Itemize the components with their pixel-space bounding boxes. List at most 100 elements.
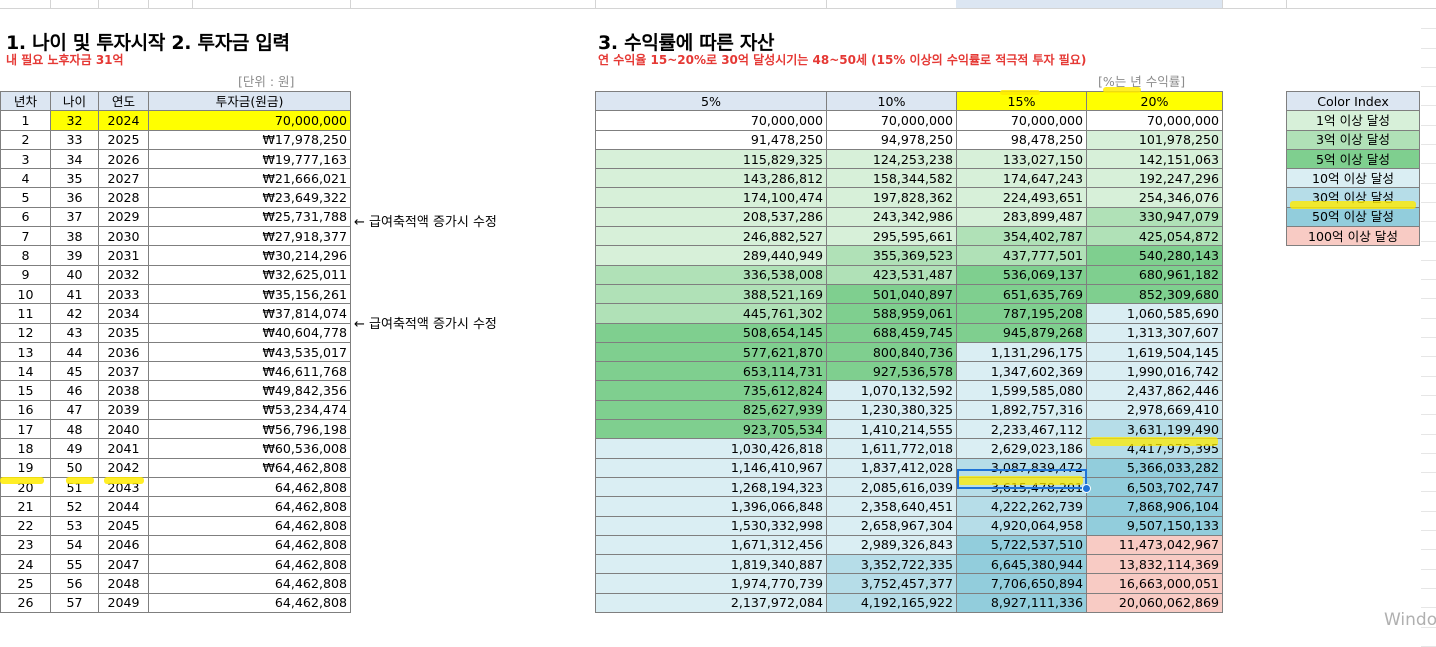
table-cell[interactable]: ₩60,536,008 (148, 438, 351, 459)
table-cell[interactable]: 21 (0, 496, 51, 517)
table-cell[interactable]: 1,396,066,848 (595, 496, 827, 517)
table-cell[interactable]: 336,538,008 (595, 264, 827, 285)
table-cell[interactable]: 53 (50, 515, 99, 536)
table-cell[interactable]: 1,619,504,145 (1086, 341, 1223, 363)
table-cell[interactable]: ₩17,978,250 (148, 129, 351, 150)
table-cell[interactable]: 423,531,487 (826, 264, 957, 285)
table-cell[interactable]: 20,060,062,869 (1086, 592, 1223, 614)
table-cell[interactable]: 2031 (98, 245, 149, 266)
table-cell[interactable]: 651,635,769 (956, 283, 1087, 305)
table-cell[interactable]: ₩30,214,296 (148, 245, 351, 266)
table-cell[interactable]: 14 (0, 361, 51, 382)
table-cell[interactable]: 852,309,680 (1086, 283, 1223, 305)
table-cell[interactable]: 2032 (98, 264, 149, 285)
table-cell[interactable]: 354,402,787 (956, 226, 1087, 247)
table-cell[interactable]: 50 (50, 457, 99, 478)
table-cell[interactable]: 49 (50, 438, 99, 459)
table-cell[interactable]: 64,462,808 (148, 534, 351, 556)
table-cell[interactable]: 2033 (98, 283, 149, 305)
table-cell[interactable]: 825,627,939 (595, 399, 827, 421)
table-cell[interactable]: 3,352,722,335 (826, 554, 957, 575)
table-cell[interactable]: ₩21,666,021 (148, 168, 351, 189)
table-cell[interactable]: 47 (50, 399, 99, 421)
table-cell[interactable]: 1,530,332,998 (595, 515, 827, 536)
table-cell[interactable]: 2039 (98, 399, 149, 421)
table-cell[interactable]: 2036 (98, 341, 149, 363)
table-cell[interactable]: 48 (50, 419, 99, 440)
table-cell[interactable]: 64,462,808 (148, 573, 351, 594)
table-cell[interactable]: ₩19,777,163 (148, 148, 351, 170)
table-cell[interactable]: 1,410,214,555 (826, 419, 957, 440)
legend-item[interactable]: 1억 이상 달성 (1286, 110, 1420, 131)
table-cell[interactable]: 2048 (98, 573, 149, 594)
table-cell[interactable]: 1,990,016,742 (1086, 361, 1223, 382)
table-cell[interactable]: 1,030,426,818 (595, 438, 827, 459)
table-cell[interactable]: 143,286,812 (595, 168, 827, 189)
table-cell[interactable]: ₩32,625,011 (148, 264, 351, 285)
table-cell[interactable]: 1,599,585,080 (956, 380, 1087, 401)
legend-item[interactable]: 50억 이상 달성 (1286, 206, 1420, 228)
table-cell[interactable]: 33 (50, 129, 99, 150)
table-cell[interactable]: 37 (50, 206, 99, 228)
table-cell[interactable]: 1,819,340,887 (595, 554, 827, 575)
table-cell[interactable]: 2040 (98, 419, 149, 440)
legend-item[interactable]: 100억 이상 달성 (1286, 226, 1420, 247)
selected-cell-outline[interactable] (957, 469, 1087, 489)
table-cell[interactable]: 1,131,296,175 (956, 341, 1087, 363)
table-cell[interactable]: 355,369,523 (826, 245, 957, 266)
table-cell[interactable]: 57 (50, 592, 99, 614)
table-cell[interactable]: 3,631,199,490 (1086, 419, 1223, 440)
table-cell[interactable]: 91,478,250 (595, 129, 827, 150)
table-cell[interactable]: 158,344,582 (826, 168, 957, 189)
table-cell[interactable]: 15 (0, 380, 51, 401)
table-cell[interactable]: 124,253,238 (826, 148, 957, 170)
table-cell[interactable]: 501,040,897 (826, 283, 957, 305)
table-cell[interactable]: 2030 (98, 226, 149, 247)
legend-item[interactable]: 10억 이상 달성 (1286, 168, 1420, 189)
table-cell[interactable]: 2044 (98, 496, 149, 517)
table-cell[interactable]: 24 (0, 554, 51, 575)
table-cell[interactable]: 42 (50, 303, 99, 324)
table-cell[interactable]: 2028 (98, 187, 149, 208)
table-cell[interactable]: 101,978,250 (1086, 129, 1223, 150)
table-cell[interactable]: 540,280,143 (1086, 245, 1223, 266)
table-cell[interactable]: ₩43,535,017 (148, 341, 351, 363)
table-cell[interactable]: 54 (50, 534, 99, 556)
table-cell[interactable]: 289,440,949 (595, 245, 827, 266)
table-cell[interactable]: 133,027,150 (956, 148, 1087, 170)
table-cell[interactable]: 653,114,731 (595, 361, 827, 382)
table-cell[interactable]: 2046 (98, 534, 149, 556)
table-cell[interactable]: 197,828,362 (826, 187, 957, 208)
table-cell[interactable]: 34 (50, 148, 99, 170)
table-cell[interactable]: 174,647,243 (956, 168, 1087, 189)
table-cell[interactable]: ₩27,918,377 (148, 226, 351, 247)
table-cell[interactable]: 23 (0, 534, 51, 556)
table-cell[interactable]: 43 (50, 322, 99, 343)
table-cell[interactable]: 36 (50, 187, 99, 208)
table-cell[interactable]: 46 (50, 380, 99, 401)
table-cell[interactable]: 787,195,208 (956, 303, 1087, 324)
table-cell[interactable]: 10 (0, 283, 51, 305)
table-cell[interactable]: 70,000,000 (826, 110, 957, 131)
table-cell[interactable]: 2035 (98, 322, 149, 343)
table-cell[interactable]: 1,671,312,456 (595, 534, 827, 556)
table-cell[interactable]: 2,358,640,451 (826, 496, 957, 517)
table-cell[interactable]: 1,611,772,018 (826, 438, 957, 459)
column-header[interactable]: 20% (1086, 90, 1223, 112)
table-cell[interactable]: 1,060,585,690 (1086, 303, 1223, 324)
table-cell[interactable]: 70,000,000 (956, 110, 1087, 131)
column-header[interactable]: 나이 (50, 90, 99, 112)
table-cell[interactable]: 2026 (98, 148, 149, 170)
table-cell[interactable]: 2,658,967,304 (826, 515, 957, 536)
table-cell[interactable]: 2,233,467,112 (956, 419, 1087, 440)
table-cell[interactable]: 98,478,250 (956, 129, 1087, 150)
table-cell[interactable]: 2038 (98, 380, 149, 401)
table-cell[interactable]: 11 (0, 303, 51, 324)
table-cell[interactable]: 923,705,534 (595, 419, 827, 440)
table-cell[interactable]: 64,462,808 (148, 554, 351, 575)
table-cell[interactable]: 7,706,650,894 (956, 573, 1087, 594)
table-cell[interactable]: 2027 (98, 168, 149, 189)
table-cell[interactable]: 1,230,380,325 (826, 399, 957, 421)
table-cell[interactable]: 2049 (98, 592, 149, 614)
table-cell[interactable]: 388,521,169 (595, 283, 827, 305)
